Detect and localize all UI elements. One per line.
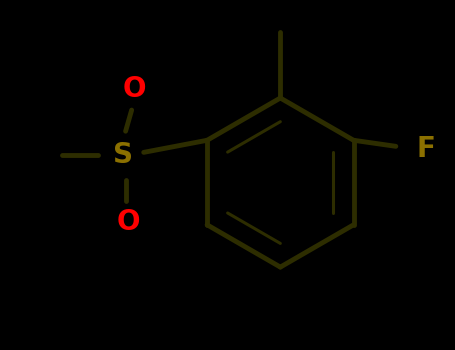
Text: O: O (123, 75, 147, 103)
Text: F: F (417, 135, 435, 163)
Text: O: O (117, 208, 141, 236)
Text: S: S (112, 141, 132, 169)
